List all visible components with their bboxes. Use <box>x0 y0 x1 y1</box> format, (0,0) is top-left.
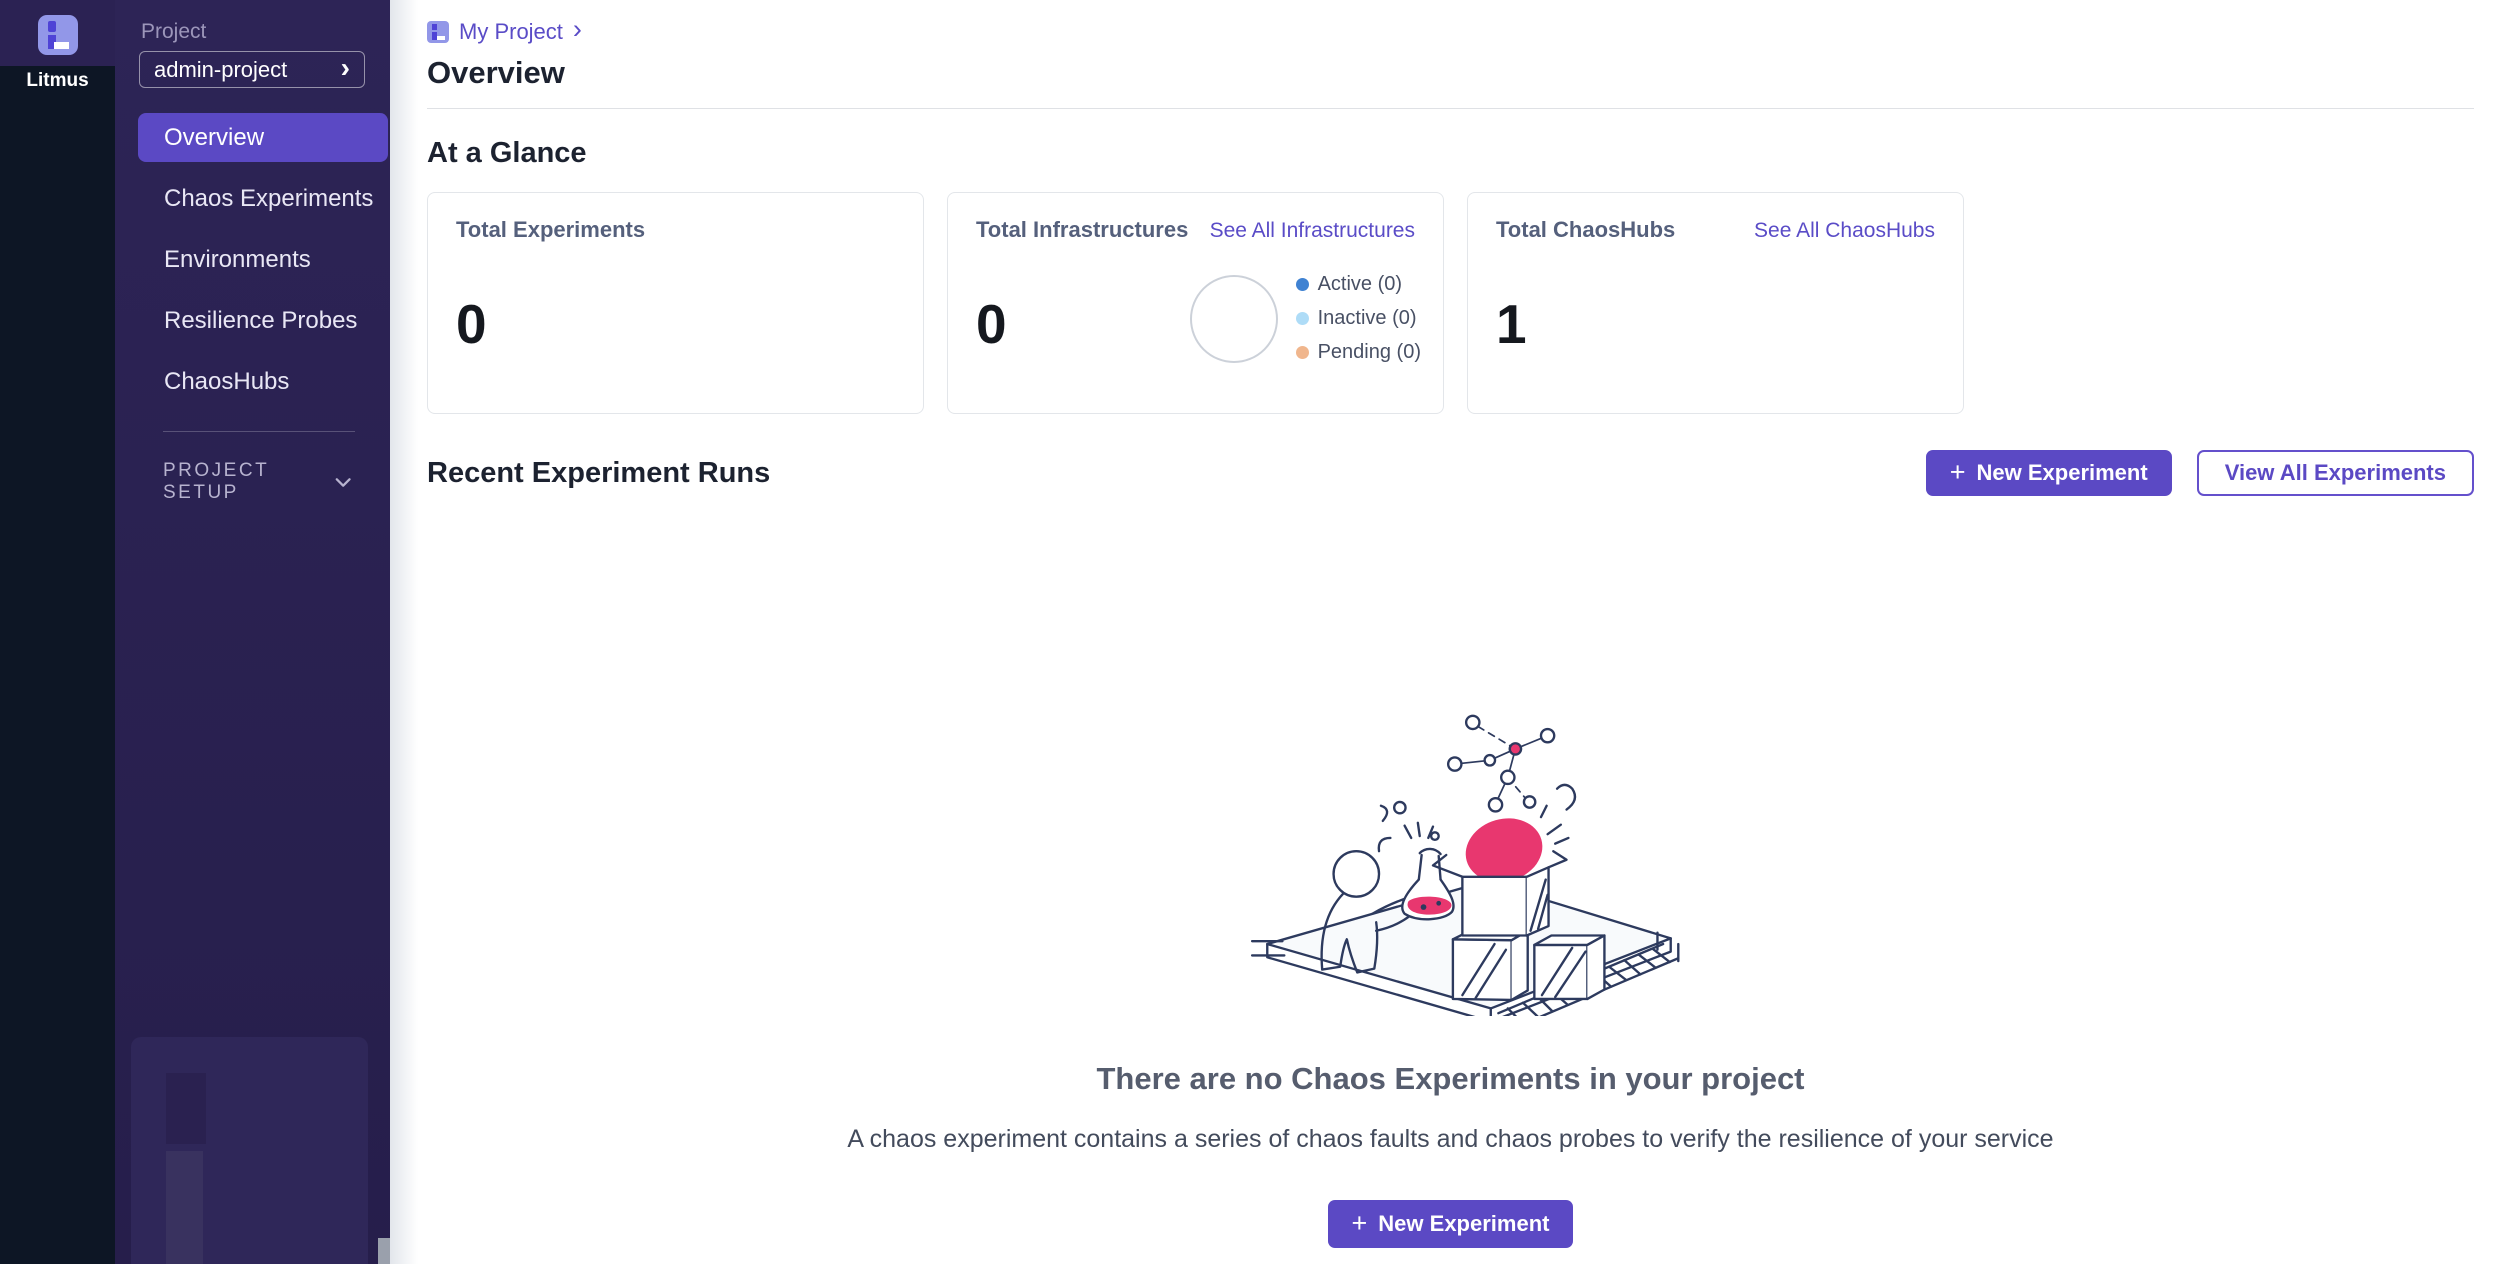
at-a-glance-title: At a Glance <box>427 137 587 169</box>
project-selector[interactable]: admin-project › <box>139 51 365 88</box>
logo-foot <box>437 35 445 40</box>
sidebar-item-environments[interactable]: Environments <box>138 235 388 284</box>
recent-runs-title: Recent Experiment Runs <box>427 456 771 489</box>
litmus-mini-logo-icon <box>427 20 449 43</box>
logo-dot <box>47 21 56 32</box>
empty-state-heading: There are no Chaos Experiments in your p… <box>1096 1061 1805 1096</box>
donut-chart-empty <box>1189 274 1278 363</box>
sidebar-item-label: Resilience Probes <box>164 306 358 334</box>
card-label: Total Infrastructures <box>976 217 1189 242</box>
legend-dot-active <box>1295 278 1309 291</box>
header-divider <box>427 108 2474 109</box>
new-experiment-button[interactable]: + New Experiment <box>1925 450 2172 496</box>
chevron-down-icon <box>335 477 351 487</box>
project-setup-label: PROJECT SETUP <box>163 460 269 503</box>
breadcrumb-project-link[interactable]: My Project <box>459 18 563 44</box>
recent-runs-actions: + New Experiment View All Experiments <box>1925 450 2474 496</box>
page-header: My Project › Overview <box>390 0 2498 109</box>
card-value: 1 <box>1496 293 1527 355</box>
plus-icon: + <box>1351 1207 1368 1238</box>
sidebar-item-resilience-probes[interactable]: Resilience Probes <box>138 296 388 345</box>
sidebar-item-label: Chaos Experiments <box>164 184 374 212</box>
legend-item-active: Active (0) <box>1295 273 1421 296</box>
sidebar-item-overview[interactable]: Overview <box>138 113 388 162</box>
sidebar-item-label: Overview <box>164 123 265 151</box>
sidebar-scrollbar-thumb[interactable] <box>378 1238 390 1264</box>
logo-dot <box>432 23 437 30</box>
logo-foot <box>53 42 69 49</box>
empty-state-description: A chaos experiment contains a series of … <box>847 1125 2054 1153</box>
infrastructures-donut-chart: Active (0) Inactive (0) Pending (0) <box>1189 273 1421 364</box>
sidebar-item-chaoshubs[interactable]: ChaosHubs <box>138 357 388 406</box>
card-total-experiments: Total Experiments 0 <box>427 192 924 414</box>
donut-legend: Active (0) Inactive (0) Pending (0) <box>1295 273 1421 364</box>
recent-runs-header: Recent Experiment Runs + New Experiment … <box>427 450 2474 496</box>
sidebar: Project admin-project › Overview Chaos E… <box>115 0 390 1264</box>
see-all-chaoshubs-link[interactable]: See All ChaosHubs <box>1754 219 1935 242</box>
project-selector-value: admin-project <box>154 56 288 82</box>
main-content: My Project › Overview At a Glance Total … <box>390 0 2498 1264</box>
empty-state-illustration <box>1250 714 1679 1029</box>
legend-label: Inactive (0) <box>1317 307 1417 329</box>
button-label: New Experiment <box>1976 460 2148 485</box>
litmus-logo-icon[interactable] <box>37 15 78 55</box>
page-title: Overview <box>427 55 565 90</box>
card-total-chaoshubs: Total ChaosHubs See All ChaosHubs 1 <box>1467 192 1964 414</box>
sidebar-item-label: ChaosHubs <box>164 367 290 395</box>
app-rail: Litmus <box>0 0 115 1264</box>
logo-bar <box>432 31 437 40</box>
button-label: New Experiment <box>1378 1211 1550 1236</box>
breadcrumb: My Project › <box>427 14 2474 45</box>
sidebar-divider <box>163 431 355 432</box>
card-total-infrastructures: Total Infrastructures See All Infrastruc… <box>947 192 1444 414</box>
chevron-right-icon: › <box>572 14 582 44</box>
legend-dot-inactive <box>1295 312 1309 325</box>
card-label: Total Experiments <box>456 217 646 242</box>
legend-item-pending: Pending (0) <box>1295 341 1421 364</box>
new-experiment-button-bottom[interactable]: + New Experiment <box>1327 1200 1574 1248</box>
legend-label: Active (0) <box>1317 273 1403 295</box>
legend-dot-pending <box>1295 346 1309 359</box>
button-label: View All Experiments <box>2224 460 2446 485</box>
project-label: Project <box>141 20 207 43</box>
empty-state: There are no Chaos Experiments in your p… <box>427 694 2474 1248</box>
view-all-experiments-button[interactable]: View All Experiments <box>2196 450 2474 496</box>
card-label: Total ChaosHubs <box>1496 217 1676 242</box>
sidebar-nav: Overview Chaos Experiments Environments … <box>115 113 390 418</box>
legend-label: Pending (0) <box>1317 341 1421 363</box>
project-setup-toggle[interactable]: PROJECT SETUP <box>163 460 351 504</box>
glance-cards: Total Experiments 0 Total Infrastructure… <box>427 192 2474 414</box>
skeleton-bar <box>166 1151 203 1264</box>
page-body: At a Glance Total Experiments 0 Total In… <box>390 109 2498 1248</box>
legend-item-inactive: Inactive (0) <box>1295 307 1421 330</box>
sidebar-item-label: Environments <box>164 245 311 273</box>
brand-name: Litmus <box>26 70 89 91</box>
see-all-infrastructures-link[interactable]: See All Infrastructures <box>1209 219 1415 242</box>
sidebar-item-chaos-experiments[interactable]: Chaos Experiments <box>138 174 388 223</box>
card-value: 0 <box>456 293 487 355</box>
logo-bar <box>47 35 56 49</box>
card-value: 0 <box>976 293 1007 355</box>
sidebar-skeleton-panel <box>131 1037 368 1264</box>
plus-icon: + <box>1949 456 1966 487</box>
skeleton-bar <box>166 1073 206 1144</box>
